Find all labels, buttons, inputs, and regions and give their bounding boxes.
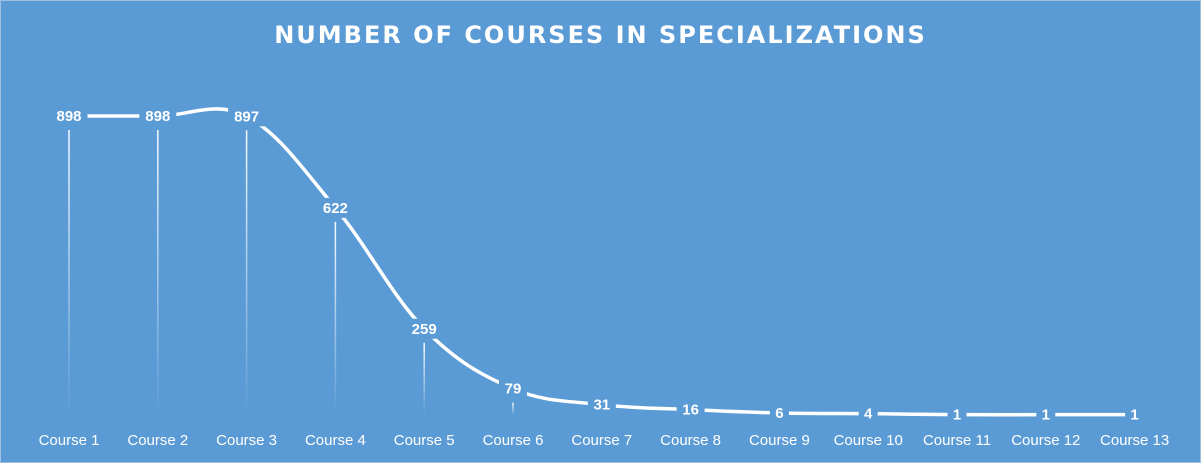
- data-label: 898: [56, 108, 81, 125]
- data-label: 6: [775, 405, 783, 422]
- drop-line: [512, 402, 514, 415]
- data-label: 1: [1042, 407, 1050, 424]
- x-tick-label: Course 2: [127, 432, 188, 449]
- drop-line: [157, 130, 159, 415]
- drop-lines: [68, 130, 514, 416]
- data-label: 259: [412, 321, 437, 338]
- x-tick-label: Course 9: [749, 432, 810, 449]
- data-label-background: [1125, 404, 1145, 425]
- data-label-background: [947, 404, 967, 425]
- data-labels: 898 898 897 622 259 79 31 16 6 4 1 1 1: [50, 106, 1145, 425]
- data-label-background: [50, 106, 88, 126]
- data-label-background: [228, 106, 266, 127]
- x-tick-label: Course 8: [660, 432, 721, 449]
- data-label-background: [1036, 404, 1056, 425]
- data-label: 898: [145, 108, 170, 125]
- data-label: 4: [864, 406, 873, 423]
- x-tick-label: Course 3: [216, 432, 277, 449]
- data-label-background: [676, 399, 705, 420]
- data-label-background: [858, 403, 878, 424]
- drop-line: [245, 130, 248, 416]
- x-axis-tick-labels: Course 1 Course 2 Course 3 Course 4 Course 5…: [39, 432, 1170, 449]
- x-tick-label: Course 5: [394, 432, 455, 449]
- data-label-background: [139, 106, 177, 126]
- data-label: 79: [505, 381, 522, 398]
- data-label: 1: [953, 407, 961, 424]
- drop-line: [334, 221, 337, 415]
- data-label-background: [769, 403, 789, 424]
- series-line-path: [68, 107, 1135, 417]
- data-label-background: [587, 394, 616, 415]
- data-label: 622: [323, 200, 348, 217]
- x-tick-label: Course 10: [834, 432, 903, 449]
- series-line: [68, 107, 1135, 417]
- data-label: 1: [1130, 407, 1138, 424]
- data-label-background: [316, 197, 354, 218]
- data-label-background: [405, 318, 443, 339]
- drop-line: [423, 342, 425, 415]
- x-tick-label: Course 12: [1011, 432, 1080, 449]
- x-tick-label: Course 13: [1100, 432, 1169, 449]
- x-tick-label: Course 1: [39, 432, 100, 449]
- x-tick-label: Course 4: [305, 432, 366, 449]
- data-label: 897: [234, 108, 259, 125]
- data-label-background: [499, 378, 527, 399]
- chart-title: NUMBER OF COURSES IN SPECIALIZATIONS: [274, 21, 927, 49]
- data-label: 31: [593, 397, 610, 414]
- x-tick-label: Course 6: [483, 432, 544, 449]
- drop-line: [68, 130, 70, 415]
- x-tick-label: Course 7: [571, 432, 632, 449]
- data-label: 16: [682, 402, 699, 419]
- x-tick-label: Course 11: [923, 432, 991, 449]
